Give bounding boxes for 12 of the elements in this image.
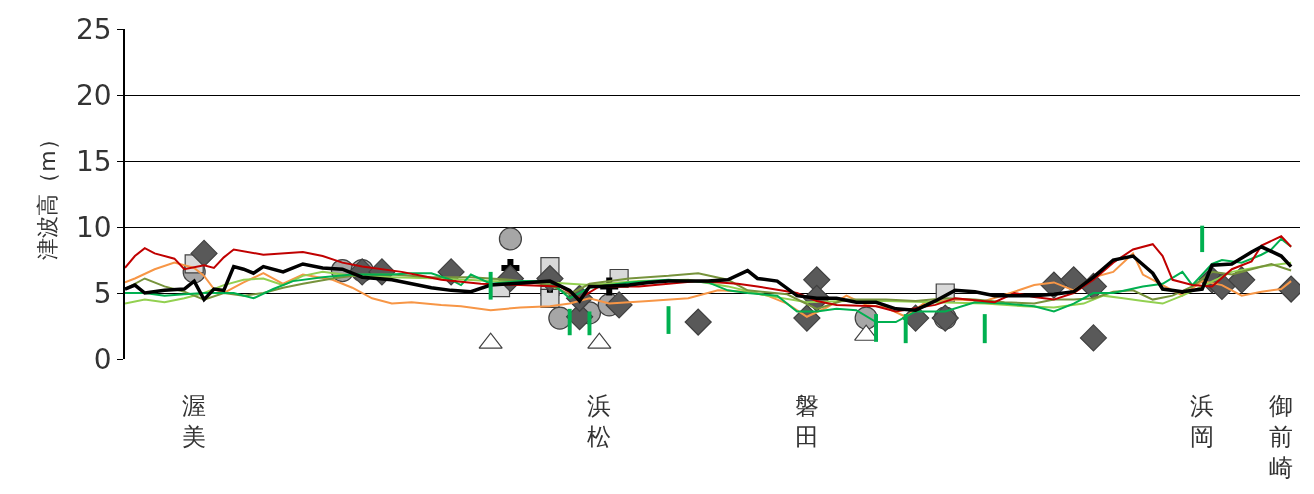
y-tick-label: 20: [76, 78, 112, 112]
y-tick-label: 10: [76, 210, 112, 244]
y-tick-label: 25: [76, 12, 112, 46]
x-tick-label: 磐田: [794, 392, 819, 452]
y-tick-label: 0: [93, 342, 112, 376]
y-tick-label: 5: [93, 276, 112, 310]
x-tick-label: 渥美: [182, 392, 207, 452]
x-tick-label: 浜松: [587, 392, 612, 452]
x-tick-label: 御前崎: [1269, 392, 1294, 483]
y-axis-title: 津波高（m）: [35, 128, 61, 260]
x-tick-label: 浜岡: [1190, 392, 1215, 452]
y-tick-label: 15: [76, 144, 112, 178]
